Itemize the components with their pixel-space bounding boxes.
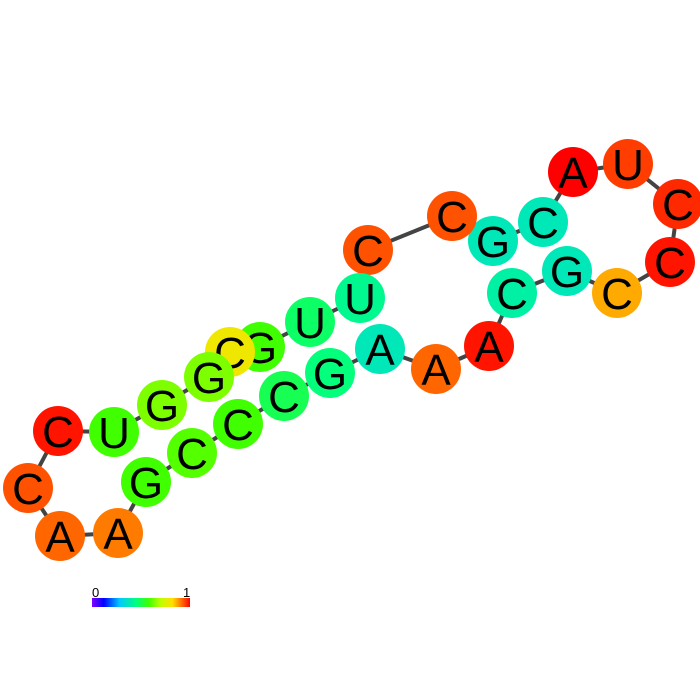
nucleotide-node: A	[411, 344, 461, 395]
nucleotide-node: C	[592, 268, 642, 319]
nucleotide-letter: C	[176, 430, 208, 479]
nucleotide-circle	[468, 216, 518, 266]
nucleotide-letter: G	[476, 218, 510, 267]
nucleotide-letter: C	[12, 465, 44, 514]
nucleotide-letter: G	[313, 350, 347, 399]
nucleotide-node: C	[343, 225, 393, 276]
nucleotide-circle	[653, 179, 700, 229]
nucleotide-circle	[464, 321, 514, 371]
nucleotide-node: U	[335, 273, 385, 324]
nucleotide-letter: U	[612, 141, 644, 190]
nucleotide-circle	[542, 246, 592, 296]
nucleotide-circle	[167, 428, 217, 478]
nucleotide-letter: C	[654, 239, 686, 288]
nucleotide-circle	[411, 344, 461, 394]
nucleotide-circle	[603, 139, 653, 189]
nucleotide-circle	[35, 511, 85, 561]
nucleotide-letter: A	[365, 326, 395, 375]
nucleotide-node: A	[35, 511, 85, 562]
nucleotide-node: G	[137, 380, 187, 431]
nucleotide-circle	[335, 273, 385, 323]
nucleotide-letter: C	[662, 181, 694, 230]
nucleotide-circle	[548, 147, 598, 197]
nucleotide-letter: U	[344, 275, 376, 324]
nucleotide-circle	[259, 371, 309, 421]
nucleotide-letter: C	[601, 270, 633, 319]
nucleotide-letter: U	[98, 409, 130, 458]
nucleotide-circle	[305, 348, 355, 398]
nucleotide-node: C	[487, 268, 537, 319]
nucleotide-node: G	[184, 352, 234, 403]
nucleotide-circle	[121, 457, 171, 507]
nucleotide-node: C	[33, 406, 83, 457]
nucleotide-letter: C	[222, 401, 254, 450]
scale-min-label: 0	[92, 585, 99, 600]
nucleotide-letter: U	[294, 299, 326, 348]
nucleotide-letter: G	[145, 382, 179, 431]
nucleotide-circle	[184, 352, 234, 402]
nucleotide-circle	[487, 268, 537, 318]
nucleotide-circle	[285, 297, 335, 347]
nucleotide-letter: C	[436, 193, 468, 242]
nucleotide-letter: C	[42, 408, 74, 457]
nucleotide-node: C	[427, 191, 477, 242]
nucleotide-circle	[137, 380, 187, 430]
color-scale-bar	[92, 598, 190, 607]
nucleotide-circle	[213, 399, 263, 449]
nucleotide-node: C	[3, 463, 53, 514]
nucleotide-letter: G	[192, 354, 226, 403]
nucleotide-node: C	[645, 237, 695, 288]
nucleotide-node: C	[213, 399, 263, 450]
nucleotide-circle	[3, 463, 53, 513]
nucleotide-circle	[343, 225, 393, 275]
nucleotide-circle	[355, 324, 405, 374]
nucleotide-node: C	[167, 428, 217, 479]
nucleotide-letter: A	[474, 323, 504, 372]
nucleotide-node: A	[548, 147, 598, 198]
nucleotide-circle	[33, 406, 83, 456]
nucleotide-node: U	[89, 407, 139, 458]
nucleotide-node: A	[355, 324, 405, 375]
nucleotide-circle	[427, 191, 477, 241]
nucleotide-letter: G	[129, 459, 163, 508]
nucleotide-letter: A	[558, 149, 588, 198]
nucleotide-node: G	[542, 246, 592, 297]
nucleotide-letter: A	[421, 346, 451, 395]
nucleotide-node: G	[305, 348, 355, 399]
nucleotide-circle	[89, 407, 139, 457]
nucleotide-circle	[93, 508, 143, 558]
reactivity-color-scale: 0 1	[92, 585, 190, 607]
nucleotide-letter: A	[103, 510, 133, 559]
nucleotide-circle	[518, 197, 568, 247]
nucleotide-node: A	[464, 321, 514, 372]
nucleotide-circle	[645, 237, 695, 287]
nucleotide-circle	[592, 268, 642, 318]
nucleotide-letter: A	[45, 513, 75, 562]
nucleotide-letter: G	[550, 248, 584, 297]
nucleotide-letter: C	[268, 373, 300, 422]
nucleotide-node: U	[603, 139, 653, 190]
nucleotide-node: C	[259, 371, 309, 422]
nucleotide-node: A	[93, 508, 143, 559]
nucleotide-node: C	[653, 179, 700, 230]
nucleotide-node: U	[285, 297, 335, 348]
nucleotide-letter: C	[352, 227, 384, 276]
nucleotide-node: G	[121, 457, 171, 508]
nucleotide-letter: C	[527, 199, 559, 248]
nucleotide-node: G	[468, 216, 518, 267]
scale-max-label: 1	[183, 585, 190, 600]
nucleotide-letter: C	[496, 270, 528, 319]
nucleotide-node: C	[518, 197, 568, 248]
